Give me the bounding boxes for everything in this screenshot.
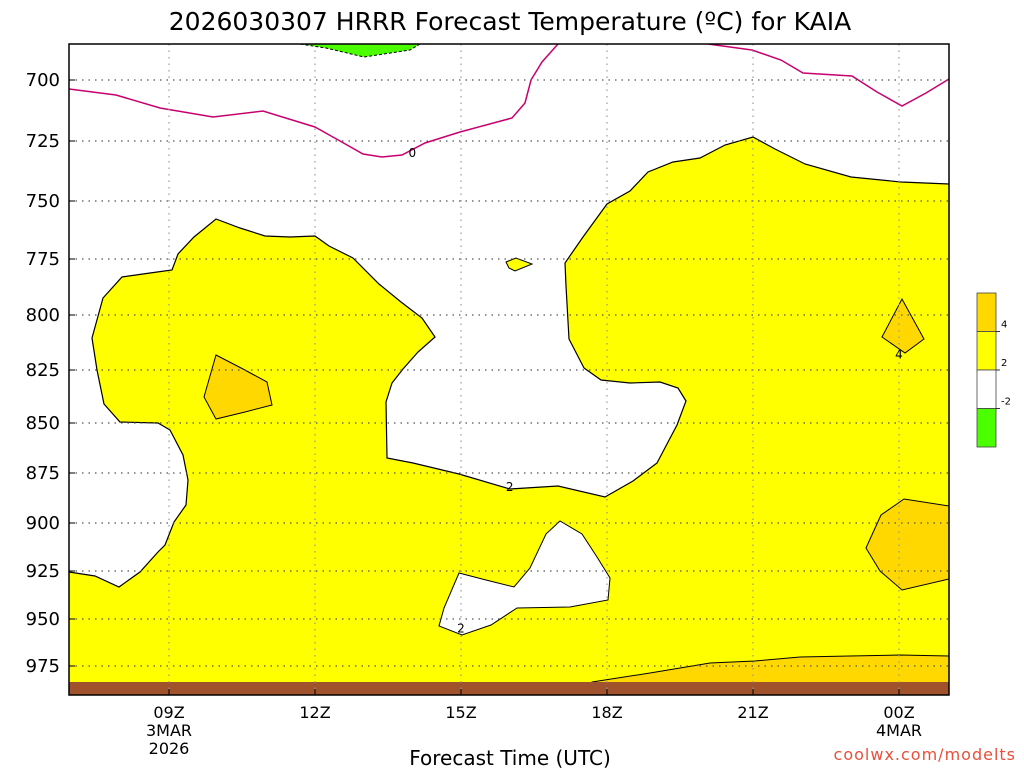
x-tick-label: 12Z — [299, 703, 330, 722]
contour-label: 0 — [409, 146, 417, 160]
ground — [69, 682, 949, 695]
region-below-2-pocket — [438, 520, 611, 636]
y-tick-label: 925 — [26, 561, 60, 582]
small-yellow-blob — [505, 257, 534, 272]
x-tick-sublabel: 3MAR — [146, 721, 192, 740]
colorbar-swatch — [976, 292, 997, 332]
y-tick-label: 725 — [26, 131, 60, 152]
x-tick-label: 21Z — [737, 703, 768, 722]
y-tick-label: 950 — [26, 609, 60, 630]
x-tick-label: 18Z — [591, 703, 622, 722]
y-tick-label: 700 — [26, 70, 60, 91]
x-tick-label: 15Z — [445, 703, 476, 722]
contour-label: 2 — [457, 621, 465, 635]
x-tick-sublabel: 4MAR — [876, 721, 922, 740]
credit-text: coolwx.com/modelts — [834, 745, 1016, 764]
colorbar-swatch — [976, 369, 997, 409]
colorbar-swatch — [976, 331, 997, 371]
colorbar-label: -2 — [1001, 397, 1011, 408]
plot-frame — [68, 43, 950, 696]
colorbar-label: 4 — [1001, 320, 1007, 331]
chart-title: 2026030307 HRRR Forecast Temperature (ºC… — [169, 7, 851, 36]
contour-0c-line — [69, 44, 559, 158]
contour-labels: 0 2 2 4 — [409, 146, 903, 635]
colorbar: 4 2 -2 — [976, 292, 1011, 448]
region-4-plus-a — [203, 354, 273, 420]
x-tick-label: 00Z — [883, 703, 914, 722]
y-tick-label: 875 — [26, 463, 60, 484]
x-tick-sublabel: 2026 — [149, 739, 190, 758]
y-tick-label: 900 — [26, 513, 60, 534]
region-2-to-4 — [69, 137, 949, 695]
contour-label: 4 — [895, 348, 903, 362]
y-ticks: 700 725 750 775 800 825 850 875 900 925 950 975 — [26, 70, 75, 677]
region-4-plus-b — [881, 297, 925, 354]
y-tick-label: 775 — [26, 249, 60, 270]
colorbar-label: 2 — [1001, 358, 1007, 369]
colorbar-swatch — [976, 408, 997, 448]
contour-0c-line-right — [707, 44, 949, 107]
y-tick-label: 750 — [26, 191, 60, 212]
y-tick-label: 800 — [26, 305, 60, 326]
x-tick-label: 09Z — [153, 703, 184, 722]
region-below-minus2 — [299, 44, 421, 58]
x-axis-label: Forecast Time (UTC) — [409, 746, 611, 768]
y-tick-label: 825 — [26, 360, 60, 381]
grid — [69, 44, 949, 695]
contour-label: 2 — [506, 480, 514, 494]
y-tick-label: 975 — [26, 656, 60, 677]
y-tick-label: 850 — [26, 413, 60, 434]
region-4-plus-c — [865, 498, 949, 591]
contour-2c-line — [69, 136, 949, 588]
